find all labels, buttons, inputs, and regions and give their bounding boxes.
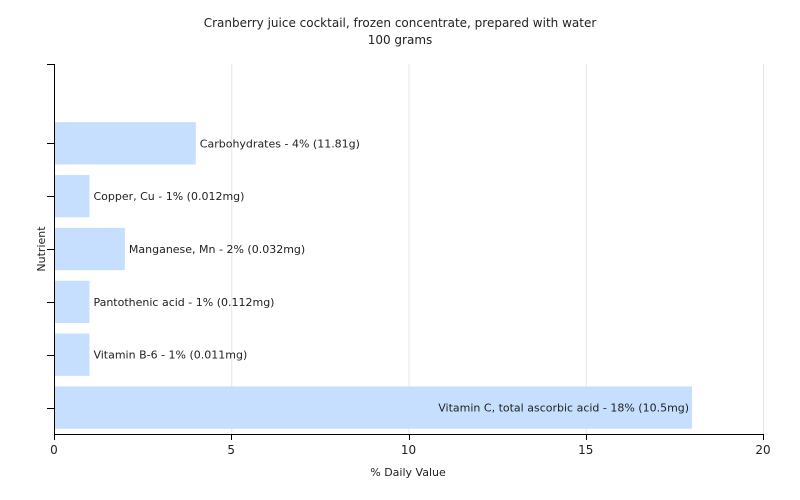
bar-label: Manganese, Mn - 2% (0.032mg) bbox=[129, 243, 305, 256]
bar bbox=[55, 175, 90, 218]
bar bbox=[55, 386, 693, 429]
x-tick-label: 5 bbox=[227, 443, 235, 457]
bar bbox=[55, 122, 196, 165]
x-tick-label: 10 bbox=[401, 443, 416, 457]
bar bbox=[55, 227, 125, 271]
chart-subtitle: 100 grams bbox=[368, 33, 433, 47]
bar-label: Copper, Cu - 1% (0.012mg) bbox=[93, 190, 244, 203]
bar bbox=[55, 333, 90, 376]
x-tick-label: 15 bbox=[578, 443, 593, 457]
bar-label: Vitamin B-6 - 1% (0.011mg) bbox=[93, 349, 247, 362]
chart-title: Cranberry juice cocktail, frozen concent… bbox=[204, 16, 597, 30]
grid-lines bbox=[231, 64, 764, 434]
y-axis-label: Nutrient bbox=[35, 226, 48, 272]
axes: 0 5 10 15 20 bbox=[47, 64, 771, 457]
bar bbox=[55, 280, 90, 323]
x-tick-label: 20 bbox=[755, 443, 770, 457]
bar-label: Vitamin C, total ascorbic acid - 18% (10… bbox=[438, 402, 689, 415]
bar-label: Carbohydrates - 4% (11.81g) bbox=[200, 137, 360, 150]
x-tick-label: 0 bbox=[50, 443, 58, 457]
bar-label: Pantothenic acid - 1% (0.112mg) bbox=[93, 296, 274, 309]
x-axis-label: % Daily Value bbox=[370, 466, 446, 479]
bars: Carbohydrates - 4% (11.81g) Copper, Cu - … bbox=[55, 122, 693, 429]
